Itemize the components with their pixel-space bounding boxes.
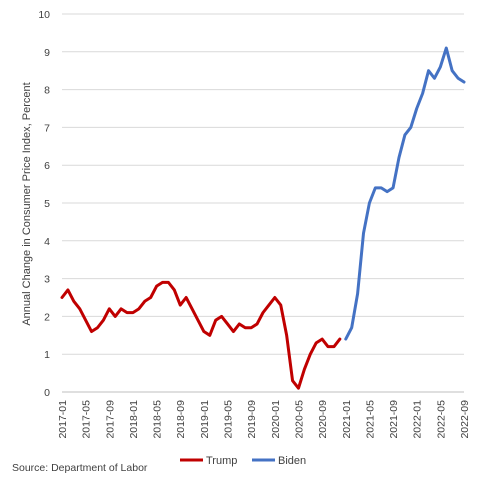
y-tick-label: 4 — [44, 236, 50, 248]
legend: Trump Biden — [180, 455, 306, 467]
source-note: Source: Department of Labor — [12, 462, 148, 474]
x-tick-label: 2019-05 — [223, 400, 235, 439]
x-tick-label: 2017-09 — [104, 400, 116, 439]
x-tick-label: 2020-05 — [293, 400, 305, 439]
x-tick-label: 2020-01 — [270, 400, 282, 439]
x-tick-label: 2022-09 — [459, 400, 471, 439]
x-tick-label: 2017-01 — [57, 400, 69, 439]
x-tick-label: 2018-01 — [128, 400, 140, 439]
y-tick-label: 6 — [44, 160, 50, 172]
legend-label-biden: Biden — [278, 455, 306, 467]
x-tick-label: 2018-05 — [152, 400, 164, 439]
y-tick-label: 7 — [44, 122, 50, 134]
x-tick-label: 2021-09 — [388, 400, 400, 439]
x-tick-label: 2018-09 — [175, 400, 187, 439]
x-tick-label: 2021-01 — [341, 400, 353, 439]
x-tick-label: 2022-05 — [435, 400, 447, 439]
y-tick-labels: 0 1 2 3 4 5 6 7 8 9 10 — [38, 9, 50, 399]
x-tick-label: 2022-01 — [412, 400, 424, 439]
x-tick-labels: 2017-01 2017-05 2017-09 2018-01 2018-05 2018-… — [57, 400, 471, 439]
legend-label-trump: Trump — [206, 455, 237, 467]
y-tick-label: 10 — [38, 9, 50, 21]
y-tick-label: 0 — [44, 387, 50, 399]
y-tick-label: 2 — [44, 311, 50, 323]
y-tick-label: 9 — [44, 47, 50, 59]
y-tick-label: 3 — [44, 274, 50, 286]
y-tick-label: 5 — [44, 198, 50, 210]
x-tick-label: 2019-01 — [199, 400, 211, 439]
y-tick-label: 1 — [44, 349, 50, 361]
series-lines — [60, 46, 466, 390]
series-line-biden — [344, 46, 466, 341]
x-tick-label: 2020-09 — [317, 400, 329, 439]
x-tick-label: 2019-09 — [246, 400, 258, 439]
series-line-trump — [60, 280, 342, 390]
x-tick-label: 2021-05 — [364, 400, 376, 439]
y-axis-label: Annual Change in Consumer Price Index, P… — [21, 82, 33, 325]
gridlines — [62, 13, 464, 393]
x-tick-label: 2017-05 — [81, 400, 93, 439]
y-tick-label: 8 — [44, 85, 50, 97]
